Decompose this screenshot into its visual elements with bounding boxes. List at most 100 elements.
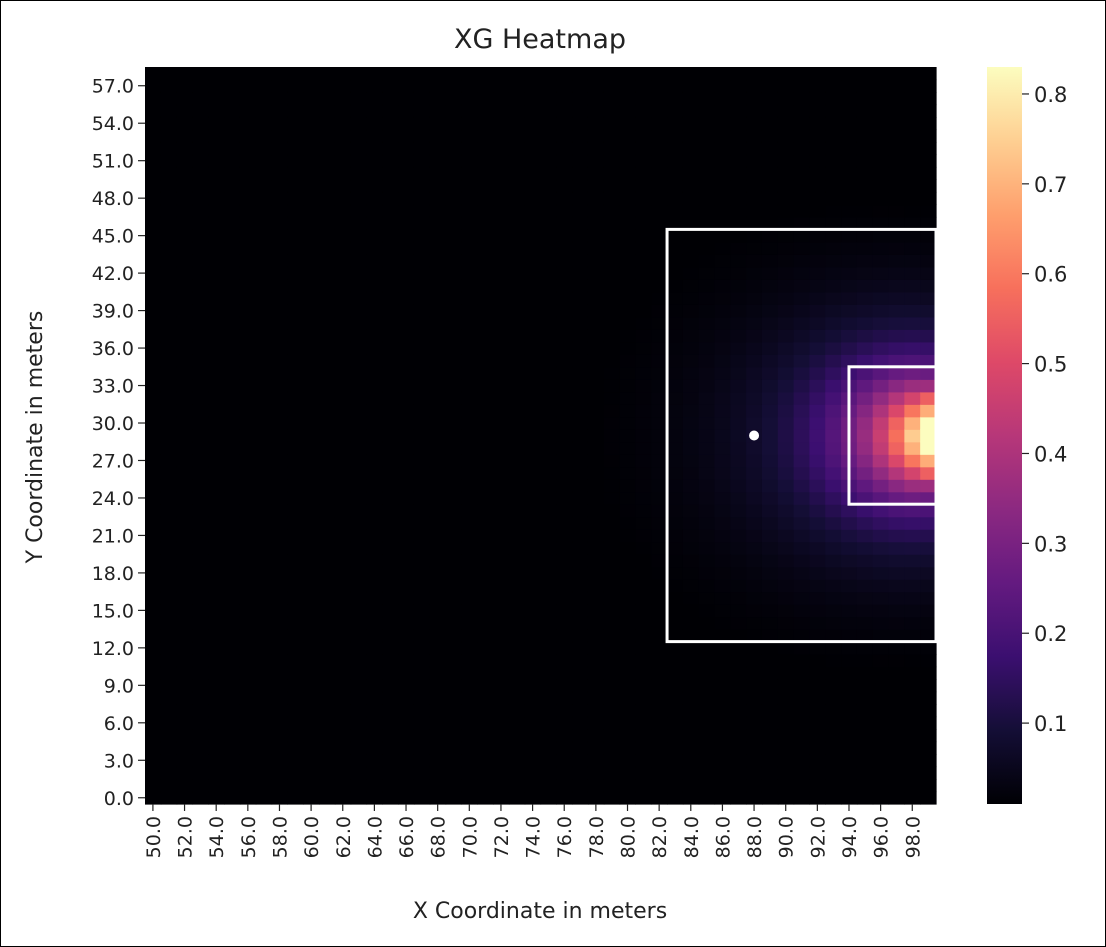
heatmap-cell [524,604,542,618]
heatmap-cell [239,141,257,156]
heatmap-cell [635,79,652,93]
heatmap-cell [255,179,273,193]
heatmap-cell [809,579,826,593]
heatmap-cell [192,666,209,680]
heatmap-cell [872,566,890,580]
heatmap-cell [366,441,383,455]
heatmap-cell [904,504,921,518]
heatmap-cell [239,779,257,793]
heatmap-cell [334,67,352,81]
heatmap-cell [461,154,478,168]
heatmap-cell [825,529,842,543]
heatmap-cell [619,391,637,405]
heatmap-cell [366,116,383,131]
heatmap-cell [856,329,874,343]
heatmap-cell [746,266,763,280]
heatmap-cell [714,779,731,793]
heatmap-cell [603,591,621,605]
heatmap-cell [224,491,241,505]
heatmap-cell [635,554,652,568]
heatmap-cell [714,204,731,218]
heatmap-cell [746,416,763,430]
heatmap-cell [493,554,510,568]
heatmap-cell [888,316,905,330]
heatmap-cell [287,391,304,405]
heatmap-cell [777,729,795,743]
heatmap-cell [572,441,589,455]
heatmap-cell [508,466,526,480]
heatmap-cell [730,241,747,255]
heatmap-cell [524,779,542,793]
heatmap-cell [809,591,826,605]
heatmap-cell [461,741,478,755]
heatmap-cell [445,666,462,680]
heatmap-cell [809,791,826,805]
heatmap-cell [445,654,462,668]
colorbar-tick-label: 0.2 [1034,622,1067,646]
heatmap-cell [540,116,557,131]
heatmap-cell [208,416,225,430]
heatmap-cell [176,154,194,168]
heatmap-cell [477,654,494,668]
heatmap-cell [777,716,795,730]
heatmap-cell [809,729,826,743]
heatmap-cell [334,566,352,580]
heatmap-cell [176,279,194,293]
heatmap-cell [888,679,905,693]
heatmap-cell [176,691,194,705]
heatmap-cell [350,654,368,668]
heatmap-cell [461,241,478,255]
heatmap-cell [572,591,589,605]
heatmap-cell [208,79,225,93]
heatmap-cell [635,179,652,193]
heatmap-cell [746,391,763,405]
heatmap-cell [793,429,811,443]
heatmap-cell [651,279,668,293]
heatmap-cell [793,391,811,405]
heatmap-cell [413,366,431,380]
heatmap-cell [730,91,747,106]
heatmap-cell [809,91,826,106]
heatmap-cell [461,716,478,730]
heatmap-cell [761,316,779,330]
heatmap-cell [208,616,225,630]
heatmap-cell [856,404,874,418]
heatmap-cell [398,67,415,81]
heatmap-cell [809,466,826,480]
heatmap-cell [160,104,178,118]
heatmap-cell [239,154,257,168]
heatmap-cell [856,391,874,405]
heatmap-cell [904,729,921,743]
heatmap-cell [556,67,573,81]
heatmap-cell [872,704,890,718]
heatmap-cell [698,554,716,568]
heatmap-cell [287,629,304,643]
heatmap-cell [271,466,288,480]
heatmap-cell [239,416,257,430]
heatmap-cell [698,291,716,305]
heatmap-cell [587,666,605,680]
heatmap-cell [461,566,478,580]
heatmap-cell [572,341,589,355]
heatmap-cell [508,416,526,430]
heatmap-cell [603,504,621,518]
heatmap-cell [777,466,795,480]
heatmap-cell [224,691,241,705]
heatmap-cell [746,129,763,143]
heatmap-cell [524,279,542,293]
heatmap-cell [730,791,747,805]
heatmap-cell [176,429,194,443]
heatmap-cell [746,291,763,305]
heatmap-cell [477,616,494,630]
heatmap-cell [651,479,668,493]
heatmap-cell [587,216,605,230]
heatmap-cell [556,329,573,343]
heatmap-cell [556,629,573,643]
heatmap-cell [920,91,937,106]
heatmap-cell [255,591,273,605]
colorbar-ticks: 0.10.20.30.40.50.60.70.8 [1022,83,1067,736]
heatmap-cell [461,466,478,480]
heatmap-cell [477,716,494,730]
heatmap-cell [651,266,668,280]
heatmap-cell [382,491,399,505]
